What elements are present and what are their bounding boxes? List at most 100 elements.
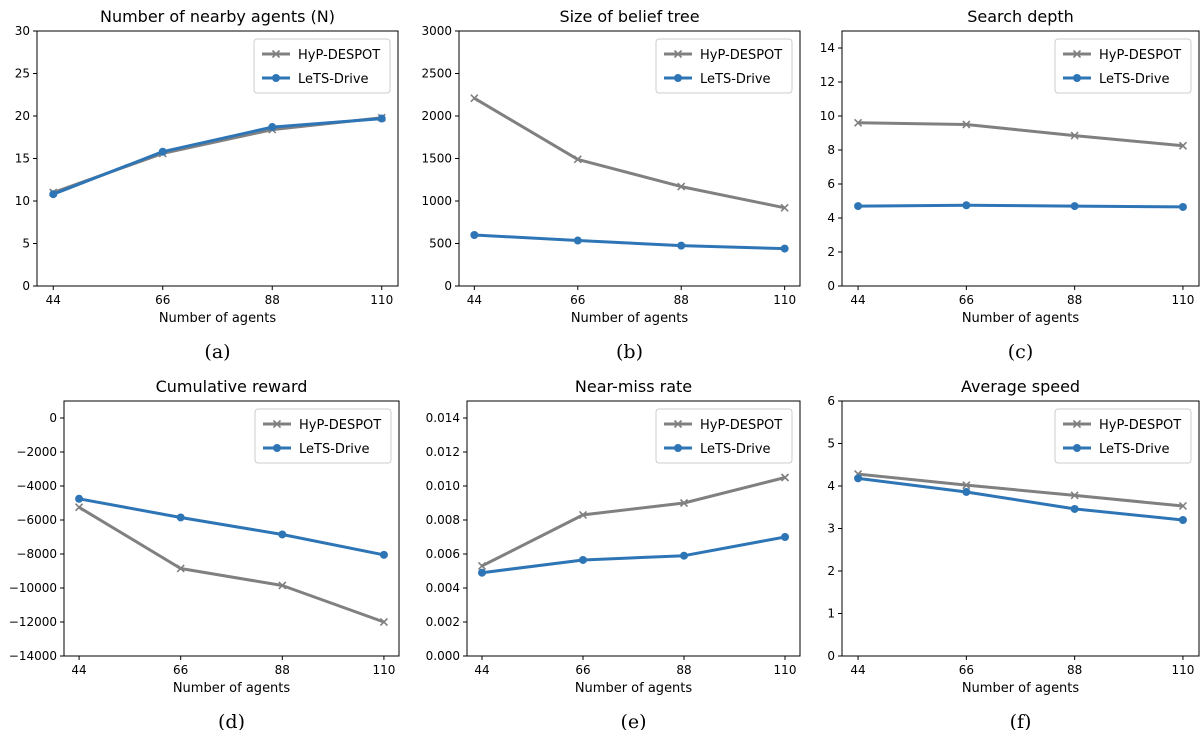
series-line-lets-drive: [52, 117, 382, 196]
x-tick-label: 110: [1171, 663, 1194, 677]
data-point-circle-marker: [962, 201, 971, 210]
panel-caption: (f): [1010, 711, 1032, 730]
plot-frame: [36, 30, 399, 287]
chart-panel-1: Number of nearby agents (N) 0 5 10 15 20 25 30 4…: [15, 7, 399, 363]
y-tick-label: 0: [827, 279, 835, 293]
y-tick-label: 0.006: [426, 547, 460, 561]
x-tick-label: 44: [474, 663, 489, 677]
data-point-x-marker: [853, 118, 863, 127]
legend-label: LeTS-Drive: [1099, 72, 1170, 87]
y-tick-label: −14000: [9, 649, 57, 663]
y-tick-label: −8000: [16, 547, 57, 561]
y-tick-label: 2: [827, 564, 835, 578]
data-point-circle-marker: [1178, 202, 1187, 211]
series-line-lets-drive: [858, 203, 1183, 209]
data-point-circle-marker: [1070, 504, 1079, 513]
data-point-circle-marker: [780, 244, 789, 253]
data-point-circle-marker: [781, 533, 790, 541]
data-point-x-marker: [278, 581, 287, 590]
x-tick-label: 44: [46, 293, 61, 307]
chart-panel-2: Size of belief tree 0 500 1000 1500 2000 2500 3…: [421, 7, 801, 363]
chart-title: Number of nearby agents (N): [100, 7, 335, 26]
chart-title: Cumulative reward: [156, 377, 308, 396]
data-point-circle-marker: [75, 494, 84, 503]
legend-label: LeTS-Drive: [1099, 442, 1170, 457]
series-line-hyp-despot: [473, 96, 786, 210]
y-tick-label: 6: [827, 177, 835, 191]
x-tick-label: 44: [850, 663, 865, 677]
chart-panel-6: Average speed 0 1 2 3 4 5 6 44 66 88 110 Number of a…: [827, 377, 1200, 730]
series-line-hyp-despot: [52, 116, 382, 194]
series-line-hyp-despot: [78, 506, 385, 624]
series-line-hyp-despot: [857, 472, 1184, 508]
legend-label: LeTS-Drive: [700, 72, 771, 87]
chart-title: Size of belief tree: [559, 7, 699, 26]
data-point-x-marker: [573, 155, 582, 164]
data-point-x-marker: [379, 617, 388, 627]
legend-label: LeTS-Drive: [299, 442, 370, 457]
plot-frame: [466, 400, 801, 657]
y-tick-label: 1500: [421, 152, 452, 166]
y-tick-label: 0.010: [426, 479, 460, 493]
data-point-circle-marker: [158, 147, 167, 156]
y-tick-label: −6000: [16, 513, 57, 527]
series-line-hyp-despot: [858, 121, 1184, 148]
data-point-x-marker: [1178, 141, 1188, 150]
legend: HyP-DESPOT LeTS-Drive: [253, 38, 391, 94]
legend-label: HyP-DESPOT: [1099, 418, 1181, 433]
x-axis-label: Number of agents: [575, 681, 693, 696]
data-point-circle-marker: [854, 202, 863, 211]
x-axis-label: Number of agents: [962, 311, 1080, 326]
data-point-x-marker: [1070, 491, 1079, 500]
data-point-circle-marker: [962, 487, 971, 496]
y-tick-label: 20: [15, 109, 30, 123]
x-tick-label: 66: [173, 663, 188, 677]
panel-caption: (a): [204, 341, 230, 363]
y-tick-label: 0: [444, 279, 452, 293]
data-point-x-marker: [578, 510, 588, 519]
data-point-x-marker: [1178, 501, 1188, 511]
x-tick-label: 88: [1067, 293, 1082, 307]
data-point-circle-marker: [477, 568, 486, 577]
y-tick-label: 8: [827, 143, 835, 157]
y-tick-label: 0.012: [426, 445, 460, 459]
y-tick-label: 30: [15, 24, 30, 38]
x-tick-label: 110: [372, 663, 395, 677]
y-tick-label: 0: [49, 411, 57, 425]
x-tick-label: 88: [676, 663, 691, 677]
chart-panel-5: Near-miss rate 0.000 0.002 0.004 0.006 0.008 0…: [426, 377, 801, 730]
y-tick-label: 0: [827, 649, 835, 663]
y-tick-label: 2: [827, 245, 835, 259]
panel-caption: (c): [1008, 341, 1033, 363]
data-point-x-marker: [677, 182, 686, 191]
data-point-circle-marker: [1178, 516, 1187, 524]
chart-title: Search depth: [967, 7, 1074, 26]
panel-caption: (e): [620, 711, 646, 730]
series-line-lets-drive: [857, 476, 1184, 522]
y-tick-label: 12: [820, 75, 835, 89]
data-point-x-marker: [176, 564, 185, 573]
y-tick-label: −2000: [16, 445, 57, 459]
series-line-lets-drive: [78, 497, 385, 557]
y-tick-label: 0.008: [426, 513, 460, 527]
y-tick-label: 4: [827, 211, 835, 225]
data-point-circle-marker: [854, 474, 863, 483]
chart-title: Average speed: [961, 377, 1080, 396]
y-tick-label: 500: [429, 237, 452, 251]
y-tick-label: −12000: [9, 615, 57, 629]
x-tick-label: 66: [959, 663, 974, 677]
data-point-x-marker: [1070, 131, 1079, 140]
y-tick-label: 6: [827, 394, 835, 408]
data-point-x-marker: [470, 94, 479, 103]
x-tick-label: 44: [71, 663, 86, 677]
x-tick-label: 110: [773, 293, 796, 307]
y-tick-label: 0.000: [426, 649, 460, 663]
x-tick-label: 66: [570, 293, 585, 307]
data-point-circle-marker: [677, 241, 686, 250]
data-point-x-marker: [780, 203, 789, 212]
x-tick-label: 88: [275, 663, 290, 677]
legend-label: HyP-DESPOT: [1099, 48, 1181, 63]
data-point-x-marker: [780, 473, 790, 482]
x-tick-label: 44: [467, 293, 482, 307]
legend-label: LeTS-Drive: [700, 442, 771, 457]
